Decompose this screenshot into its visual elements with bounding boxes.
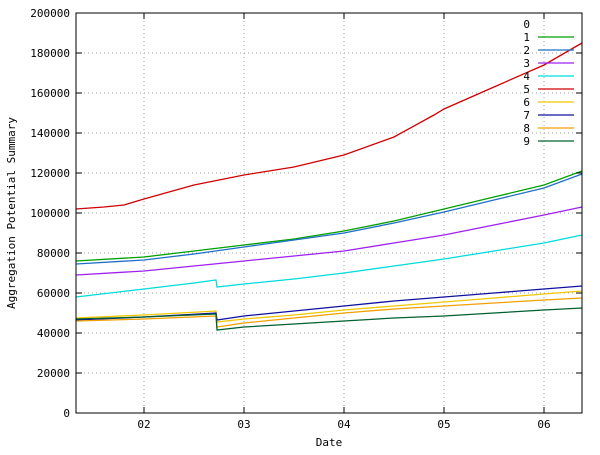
- series-line-6: [75, 290, 583, 323]
- series-group: [75, 42, 583, 331]
- y-tick-label: 80000: [37, 247, 70, 260]
- series-line-9: [75, 307, 583, 331]
- y-tick-label: 200000: [30, 7, 70, 20]
- legend-label-2: 2: [523, 44, 530, 57]
- grid: [76, 13, 582, 413]
- legend-label-3: 3: [523, 57, 530, 70]
- legend-label-1: 1: [523, 31, 530, 44]
- y-tick-label: 140000: [30, 127, 70, 140]
- y-tick-label: 180000: [30, 47, 70, 60]
- legend-label-8: 8: [523, 122, 530, 135]
- series-line-1: [75, 170, 583, 262]
- series-line-3: [75, 206, 583, 276]
- y-tick-label: 60000: [37, 287, 70, 300]
- series-line-5: [75, 42, 583, 210]
- legend-label-7: 7: [523, 109, 530, 122]
- y-tick-label: 160000: [30, 87, 70, 100]
- x-tick-label: 05: [437, 418, 450, 431]
- series-line-7: [75, 285, 583, 321]
- legend-label-6: 6: [523, 96, 530, 109]
- legend-label-4: 4: [523, 70, 530, 83]
- legend-label-5: 5: [523, 83, 530, 96]
- x-tick-label: 04: [337, 418, 351, 431]
- legend-label-0: 0: [523, 18, 530, 31]
- x-tick-label: 03: [237, 418, 250, 431]
- legend-label-9: 9: [523, 135, 530, 148]
- y-tick-label: 0: [63, 407, 70, 420]
- series-line-4: [75, 234, 583, 298]
- x-tick-label: 06: [537, 418, 550, 431]
- x-axis-label: Date: [316, 436, 343, 449]
- x-tick-label: 02: [137, 418, 150, 431]
- y-tick-label: 120000: [30, 167, 70, 180]
- y-tick-label: 20000: [37, 367, 70, 380]
- series-line-8: [75, 297, 583, 328]
- y-axis-label: Aggregation Potential Summary: [5, 117, 18, 309]
- ticks: 0 20000 40000 60000 80000 100000 120000 140000 1…: [30, 7, 582, 431]
- y-tick-label: 100000: [30, 207, 70, 220]
- y-tick-label: 40000: [37, 327, 70, 340]
- series-line-2: [75, 173, 583, 265]
